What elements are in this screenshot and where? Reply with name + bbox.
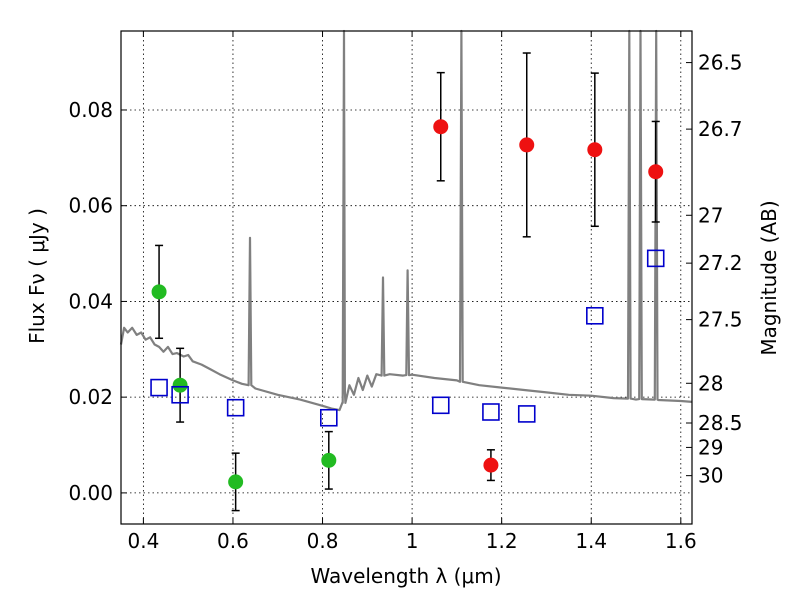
model-point [150, 378, 168, 397]
data-point [648, 164, 664, 180]
mag-tick-label: 26.7 [698, 117, 743, 141]
data-point [228, 474, 244, 490]
x-tick-label: 1.2 [486, 529, 518, 553]
mag-tick-label: 26.5 [698, 51, 743, 75]
data-point [587, 142, 603, 158]
x-tick-label: 0.8 [307, 529, 339, 553]
y-tick-label: 0.08 [68, 98, 113, 122]
mag-tick-label: 30 [698, 464, 723, 488]
data-point [172, 377, 188, 393]
data-point [483, 457, 499, 473]
data-point [519, 137, 535, 153]
data-point [321, 452, 337, 468]
y-axis-label: Flux Fν ( μJy ) [25, 208, 49, 344]
model-point [431, 396, 450, 415]
model-point [646, 249, 665, 268]
x-tick-label: 0.4 [127, 529, 159, 553]
plot-frame [120, 30, 693, 525]
x-tick-label: 1.4 [575, 529, 607, 553]
spectrum-line [119, 29, 693, 412]
model-point [171, 385, 189, 404]
mag-tick-label: 28.5 [698, 411, 743, 435]
mag-tick-label: 27.2 [698, 251, 743, 275]
data-point [151, 284, 167, 300]
x-tick-label: 1.6 [665, 529, 697, 553]
mag-tick-label: 27 [698, 203, 723, 227]
x-tick-label: 1 [406, 529, 419, 553]
data-markers [150, 119, 665, 490]
y-tick-label: 0.00 [68, 481, 113, 505]
spectrum-layer [119, 29, 693, 412]
grid [121, 31, 692, 524]
data-point [433, 119, 449, 135]
x-axis-label: Wavelength λ (μm) [310, 564, 501, 588]
axis-labels: Wavelength λ (μm) Flux Fν ( μJy ) Magnit… [25, 200, 781, 588]
axes: 0.4 0.6 0.8 1 1.2 1.4 1.6 0.00 0.02 0.04 0.06 0.08 2… [68, 30, 743, 553]
model-point [226, 398, 245, 417]
y-tick-label: 0.06 [68, 194, 113, 218]
x-tick-label: 0.6 [217, 529, 249, 553]
y-tick-label: 0.04 [68, 289, 113, 313]
mag-tick-label: 27.5 [698, 308, 743, 332]
mag-tick-label: 29 [698, 435, 723, 459]
mag-tick-label: 28 [698, 371, 723, 395]
y2-axis-label: Magnitude (AB) [757, 200, 781, 355]
y-tick-label: 0.02 [68, 385, 113, 409]
model-point [586, 306, 604, 325]
model-point [517, 405, 536, 423]
model-point [482, 403, 500, 421]
model-point [319, 408, 338, 427]
